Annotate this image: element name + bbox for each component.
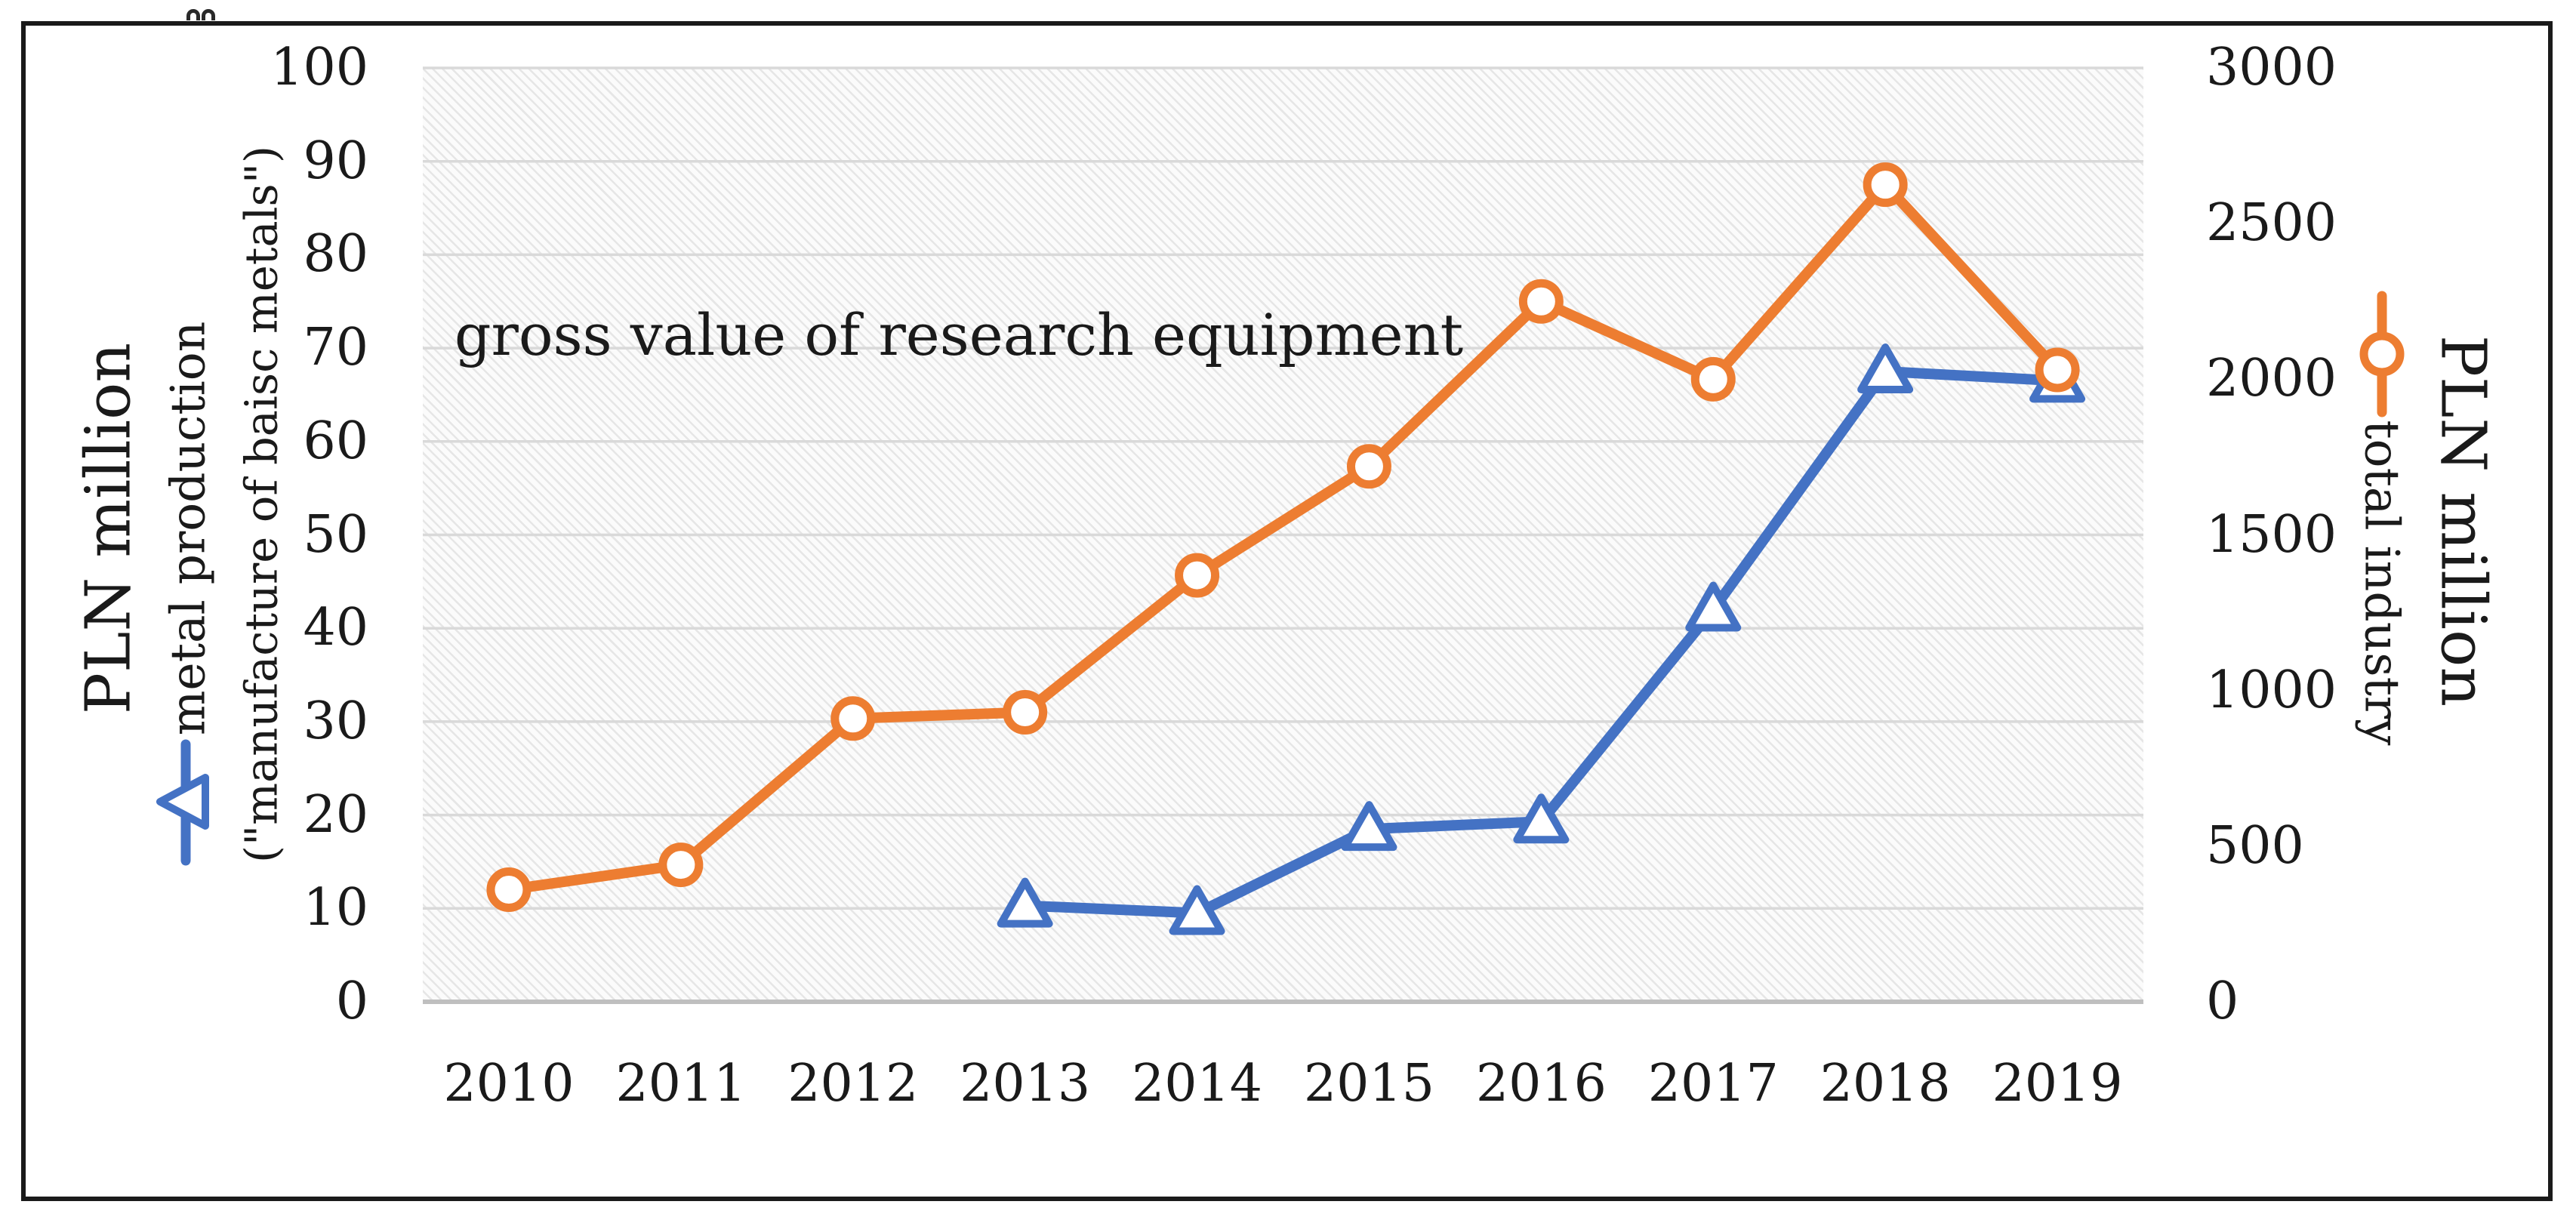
x-axis-year-label: 2012 <box>787 1054 919 1114</box>
left-axis-tick-label: 50 <box>303 504 368 565</box>
legend-circle-icon <box>2359 331 2405 377</box>
x-axis-year-label: 2010 <box>443 1054 575 1114</box>
marker-triangle <box>1857 343 1914 394</box>
right-axis-tick-label: 1500 <box>2206 504 2337 565</box>
left-axis-tick-label: 10 <box>303 878 368 938</box>
left-axis-tick-label: 40 <box>303 598 368 658</box>
marker-circle <box>486 867 532 913</box>
marker-circle <box>2035 347 2080 393</box>
right-axis-tick-label: 0 <box>2206 972 2239 1031</box>
right-axis-tick-label: 500 <box>2206 815 2304 876</box>
left-axis-tick-label: 20 <box>303 784 368 845</box>
x-axis-year-label: 2019 <box>1992 1054 2123 1114</box>
right-axis-tick-label: 3000 <box>2206 38 2337 97</box>
marker-triangle <box>1341 801 1397 852</box>
marker-circle <box>1346 444 1391 489</box>
x-axis-year-label: 2015 <box>1303 1054 1434 1114</box>
left-axis-tick-label: 100 <box>270 38 368 97</box>
marker-triangle <box>1685 581 1742 632</box>
right-axis-tick-label: 1000 <box>2206 660 2337 720</box>
marker-circle <box>1003 690 1048 735</box>
stray-mark-bump <box>202 9 215 20</box>
x-axis-year-label: 2016 <box>1475 1054 1607 1114</box>
marker-triangle <box>997 877 1053 928</box>
left-axis-tick-label: 80 <box>303 224 368 285</box>
left-axis-tick-label: 60 <box>303 411 368 471</box>
marker-triangle <box>1513 793 1570 844</box>
left-axis-tick-label: 70 <box>303 318 368 378</box>
left-axis-tick-label: 0 <box>335 972 368 1031</box>
marker-circle <box>1518 279 1564 324</box>
left-axis-tick-label: 90 <box>303 131 368 191</box>
chart-title: gross value of research equipment <box>454 301 1464 368</box>
marker-circle <box>1690 356 1736 402</box>
right-axis-tick-label: 2000 <box>2206 349 2337 409</box>
x-axis-year-label: 2011 <box>615 1054 747 1114</box>
series-line-total-industry <box>503 179 2063 895</box>
x-axis-year-label: 2017 <box>1647 1054 1779 1114</box>
stray-mark-bump <box>186 9 200 20</box>
x-axis-year-label: 2013 <box>960 1054 1091 1114</box>
marker-circle <box>658 842 704 888</box>
right-axis-tick-label: 2500 <box>2206 193 2337 254</box>
x-axis-year-label: 2014 <box>1132 1054 1263 1114</box>
marker-circle <box>830 696 876 741</box>
x-axis-year-label: 2018 <box>1820 1054 1951 1114</box>
marker-triangle <box>1169 885 1225 935</box>
legend-triangle-icon <box>156 774 209 830</box>
marker-circle <box>1863 162 1908 208</box>
left-axis-tick-label: 30 <box>303 691 368 751</box>
marker-circle <box>1175 553 1220 598</box>
